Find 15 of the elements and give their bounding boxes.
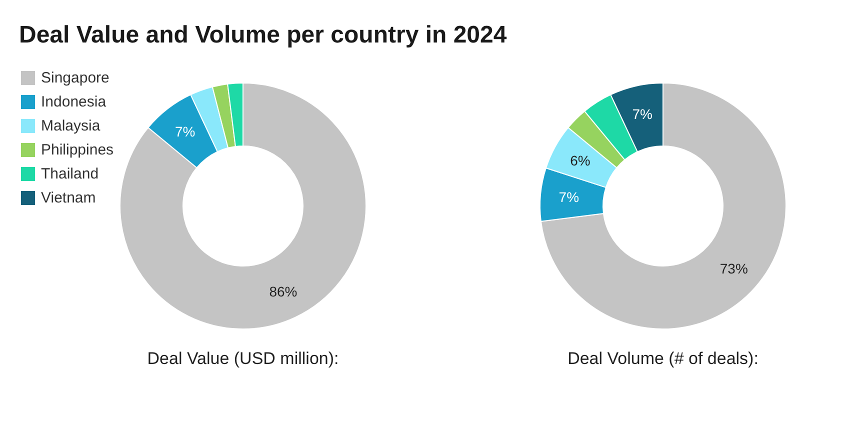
legend-label: Philippines: [41, 142, 114, 158]
legend-label: Malaysia: [41, 118, 101, 134]
legend-label: Indonesia: [41, 94, 107, 110]
data-label: 7%: [632, 106, 653, 122]
data-label: 7%: [174, 123, 196, 140]
data-label: 73%: [720, 260, 748, 276]
data-label: 86%: [269, 284, 298, 300]
data-label: 7%: [558, 189, 580, 206]
text: Deal Value (USD million):: [147, 349, 339, 368]
legend-label: Vietnam: [41, 190, 96, 206]
chart-title: Deal Value and Volume per country in 2024: [19, 22, 508, 48]
data-label: 6%: [570, 152, 590, 168]
legend-label: Singapore: [41, 70, 110, 86]
legend-label: Thailand: [41, 166, 99, 182]
text: Deal Volume (# of deals):: [568, 349, 758, 368]
